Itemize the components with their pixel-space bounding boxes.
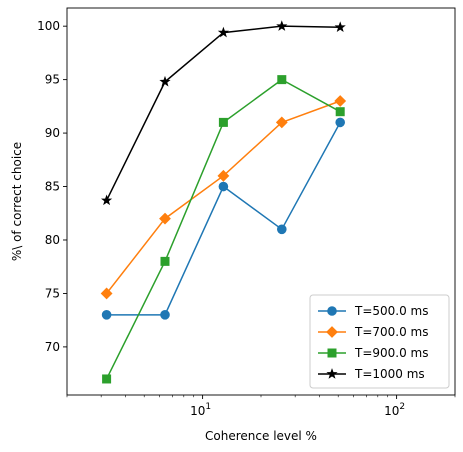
y-tick-label: 100 <box>37 19 60 33</box>
legend-label: T=700.0 ms <box>354 325 429 339</box>
data-point <box>334 21 346 32</box>
y-tick-label: 70 <box>45 340 60 354</box>
data-point <box>100 287 113 300</box>
legend: T=500.0 ms T=700.0 ms T=900.0 ms T=1000 ms <box>309 294 450 389</box>
data-point <box>101 194 113 206</box>
data-point <box>276 224 287 235</box>
data-point <box>218 117 228 127</box>
data-point <box>335 117 345 128</box>
plot-area: 70 75 80 85 90 95 100 101 102 T=500.0 ms T=700.0 m… <box>37 7 456 418</box>
y-axis-label: %\ of correct choice <box>10 142 24 261</box>
legend-marker <box>326 368 338 379</box>
legend-label: T=1000 ms <box>354 367 425 381</box>
legend-item: T=700.0 ms <box>318 325 429 339</box>
data-point <box>335 107 345 117</box>
series-1 <box>101 117 345 320</box>
series-line <box>106 122 341 316</box>
y-tick-label: 80 <box>45 233 60 247</box>
data-point <box>160 256 170 266</box>
legend-item: T=900.0 ms <box>318 346 429 360</box>
data-point <box>275 116 288 129</box>
series-4 <box>101 20 346 206</box>
data-point <box>217 169 230 182</box>
data-point <box>102 374 112 384</box>
legend-item: T=500.0 ms <box>318 304 429 318</box>
legend-box <box>309 294 450 389</box>
legend-marker <box>326 326 338 338</box>
y-tick-label: 75 <box>45 286 60 300</box>
data-point <box>217 26 229 38</box>
legend-label: T=900.0 ms <box>354 346 429 360</box>
x-tick-label: 102 <box>384 402 405 418</box>
legend-item: T=1000 ms <box>318 367 425 381</box>
series-2 <box>100 95 347 300</box>
data-point <box>334 95 347 107</box>
x-tick-label: 101 <box>190 402 211 418</box>
y-tick-label: 85 <box>45 180 60 194</box>
legend-label: T=500.0 ms <box>354 304 429 318</box>
y-tick-label: 95 <box>45 73 60 87</box>
data-point <box>159 212 171 225</box>
x-axis-label: Coherence level % <box>205 429 317 443</box>
data-point <box>160 310 170 320</box>
legend-marker <box>327 306 337 316</box>
y-tick-label: 90 <box>45 126 60 140</box>
data-point <box>218 181 229 192</box>
data-point <box>277 75 287 85</box>
data-point <box>101 310 112 320</box>
data-point <box>276 20 288 31</box>
series-3 <box>102 75 345 384</box>
legend-marker <box>327 348 337 358</box>
data-point <box>159 75 171 87</box>
